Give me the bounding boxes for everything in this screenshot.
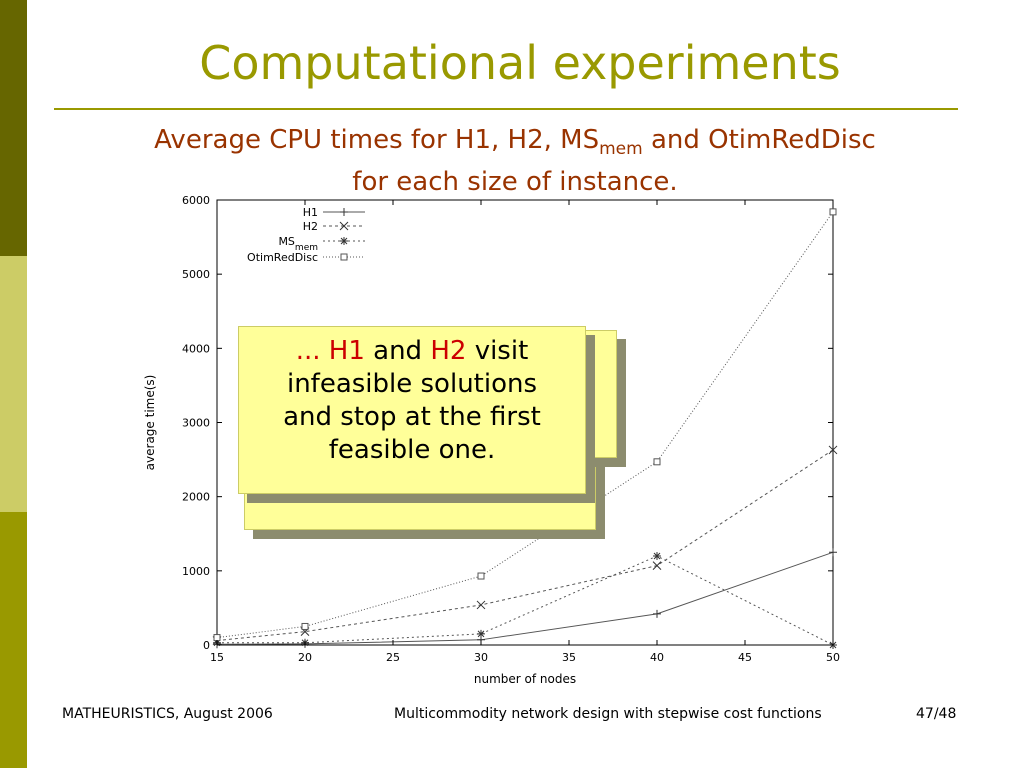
x-tick-label: 20	[298, 651, 312, 664]
series-line	[217, 555, 834, 646]
data-point	[477, 572, 485, 580]
x-tick-label: 25	[386, 651, 400, 664]
sidebar-band-dark	[0, 0, 27, 256]
callout-and: and	[373, 336, 423, 366]
legend-marker	[340, 208, 348, 216]
callout-line-4: feasible one.	[328, 435, 496, 465]
legend-marker	[340, 237, 348, 245]
callout-ellipsis: ...	[295, 336, 321, 366]
callout-line-3: and stop at the first	[283, 402, 541, 432]
data-point	[653, 609, 661, 618]
y-axis-label: average time(s)	[143, 375, 157, 471]
legend-label: OtimRedDisc	[247, 251, 318, 264]
legend-marker	[339, 221, 349, 231]
data-point	[653, 552, 661, 560]
callout-line-1: ... H1 and H2 visit	[239, 335, 585, 368]
data-point	[477, 629, 485, 638]
footer-event: MATHEURISTICS, August 2006	[62, 706, 273, 722]
x-tick-label: 40	[650, 651, 664, 664]
chart-series-layer	[212, 208, 838, 649]
callout-card: ... H1 and H2 visit infeasible solutions…	[238, 326, 586, 494]
footer-page-number: 47/48	[916, 706, 957, 722]
data-point	[213, 634, 221, 642]
subtitle-text-b: and OtimRedDisc	[642, 125, 876, 155]
y-tick-label: 2000	[182, 491, 210, 504]
footer-talk-title: Multicommodity network design with stepw…	[394, 706, 822, 722]
cpu-time-line-chart: 0 1000 2000 3000 4000 5000 6000 15 20 25 30 35 40 45 5…	[143, 194, 840, 686]
x-tick-label: 50	[826, 651, 840, 664]
y-tick-label: 6000	[182, 194, 210, 207]
slide-title: Computational experiments	[199, 36, 841, 90]
subtitle-subscript: mem	[599, 139, 643, 160]
x-tick-label: 30	[474, 651, 488, 664]
data-point	[829, 548, 837, 557]
slide-subtitle: Average CPU times for H1, H2, MSmem and …	[60, 124, 970, 199]
data-point	[301, 622, 309, 630]
data-point	[829, 208, 837, 216]
legend-marker	[340, 253, 348, 261]
data-point	[652, 561, 662, 570]
x-tick-label: 45	[738, 651, 752, 664]
callout-h2: H2	[430, 336, 467, 366]
title-divider	[54, 108, 958, 110]
y-tick-label: 0	[203, 639, 210, 652]
y-tick-label: 3000	[182, 417, 210, 430]
legend-label: H2	[303, 220, 318, 233]
x-tick-label: 35	[562, 651, 576, 664]
x-tick-label: 15	[210, 651, 224, 664]
data-point	[828, 445, 838, 455]
y-tick-label: 5000	[182, 268, 210, 281]
sidebar-band-mid	[0, 512, 27, 768]
callout-visit: visit	[474, 336, 529, 366]
y-tick-label: 4000	[182, 342, 210, 355]
callout-line-2: infeasible solutions	[286, 369, 538, 399]
sidebar-band-light	[0, 256, 27, 512]
data-point	[476, 600, 486, 610]
subtitle-text-a: Average CPU times for H1, H2, MS	[154, 125, 600, 155]
callout-h1: H1	[328, 336, 365, 366]
y-tick-label: 1000	[182, 565, 210, 578]
data-point	[653, 458, 661, 466]
subtitle-line-1: Average CPU times for H1, H2, MSmem and …	[60, 124, 970, 166]
x-axis-label: number of nodes	[474, 672, 576, 686]
legend-label: H1	[303, 206, 318, 219]
chart-ticks-layer: 0 1000 2000 3000 4000 5000 6000 15 20 25 30 35 40 45 5…	[182, 194, 840, 664]
subtitle-line-2: for each size of instance.	[352, 167, 678, 198]
